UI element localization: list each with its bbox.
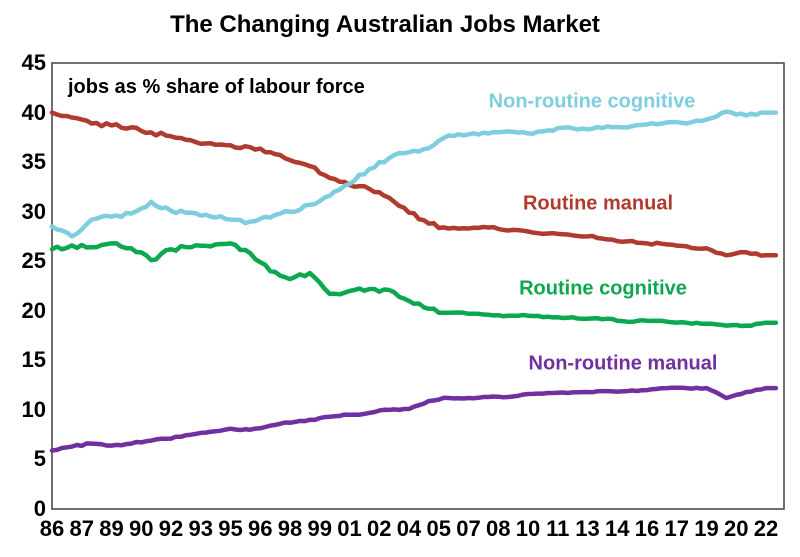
series-label-routine-cognitive: Routine cognitive bbox=[519, 277, 687, 300]
x-tick-label-90: 90 bbox=[129, 516, 154, 541]
plot-border bbox=[51, 62, 785, 510]
y-tick-label-0: 0 bbox=[33, 496, 46, 521]
series-line-non-routine-manual bbox=[49, 385, 779, 453]
x-tick-label-86: 86 bbox=[39, 516, 65, 541]
series-line-non-routine-cognitive bbox=[49, 109, 779, 239]
x-tick-label-89: 89 bbox=[99, 516, 124, 541]
series-label-routine-manual: Routine manual bbox=[522, 192, 674, 215]
x-tick-label-87: 87 bbox=[69, 516, 94, 541]
x-tick-label-17: 17 bbox=[664, 516, 689, 541]
y-tick-label-5: 5 bbox=[33, 446, 46, 472]
x-tick-label-14: 14 bbox=[605, 516, 630, 541]
y-tick-label-15: 15 bbox=[21, 347, 46, 373]
y-tick-label-45: 45 bbox=[21, 50, 46, 75]
x-tick-label-04: 04 bbox=[396, 516, 422, 541]
x-tick-label-16: 16 bbox=[634, 516, 660, 541]
x-tick-label-02: 02 bbox=[367, 516, 392, 541]
x-tick-label-13: 13 bbox=[575, 516, 600, 541]
series-lines bbox=[49, 109, 779, 453]
x-tick-label-01: 01 bbox=[337, 516, 362, 541]
x-tick-label-92: 92 bbox=[158, 516, 184, 541]
x-tick-label-95: 95 bbox=[218, 516, 243, 541]
x-tick-label-99: 99 bbox=[307, 516, 332, 541]
x-tick-label-10: 10 bbox=[515, 516, 541, 541]
chart-title: The Changing Australian Jobs Market bbox=[170, 11, 600, 38]
x-tick-label-96: 96 bbox=[248, 516, 273, 541]
y-tick-label-30: 30 bbox=[21, 198, 46, 224]
x-tick-label-93: 93 bbox=[188, 516, 213, 541]
series-line-routine-cognitive bbox=[49, 241, 779, 329]
x-tick-label-98: 98 bbox=[277, 516, 303, 541]
x-tick-label-11: 11 bbox=[546, 516, 570, 541]
y-tick-label-25: 25 bbox=[21, 248, 46, 274]
units-annotation: jobs as % share of labour force bbox=[68, 76, 365, 98]
y-tick-label-40: 40 bbox=[21, 99, 46, 125]
x-tick-label-19: 19 bbox=[694, 516, 719, 541]
y-tick-label-35: 35 bbox=[21, 149, 46, 175]
series-label-non-routine-manual: Non-routine manual bbox=[528, 352, 718, 375]
series-line-routine-manual bbox=[49, 110, 779, 258]
y-tick-label-20: 20 bbox=[21, 297, 46, 323]
series-label-non-routine-cognitive: Non-routine cognitive bbox=[488, 90, 696, 113]
y-tick-label-10: 10 bbox=[21, 396, 46, 422]
x-tick-label-08: 08 bbox=[486, 516, 511, 541]
x-tick-label-20: 20 bbox=[724, 516, 749, 541]
x-tick-label-07: 07 bbox=[456, 516, 481, 541]
x-tick-label-05: 05 bbox=[426, 516, 451, 541]
x-tick-label-22: 22 bbox=[753, 516, 779, 541]
